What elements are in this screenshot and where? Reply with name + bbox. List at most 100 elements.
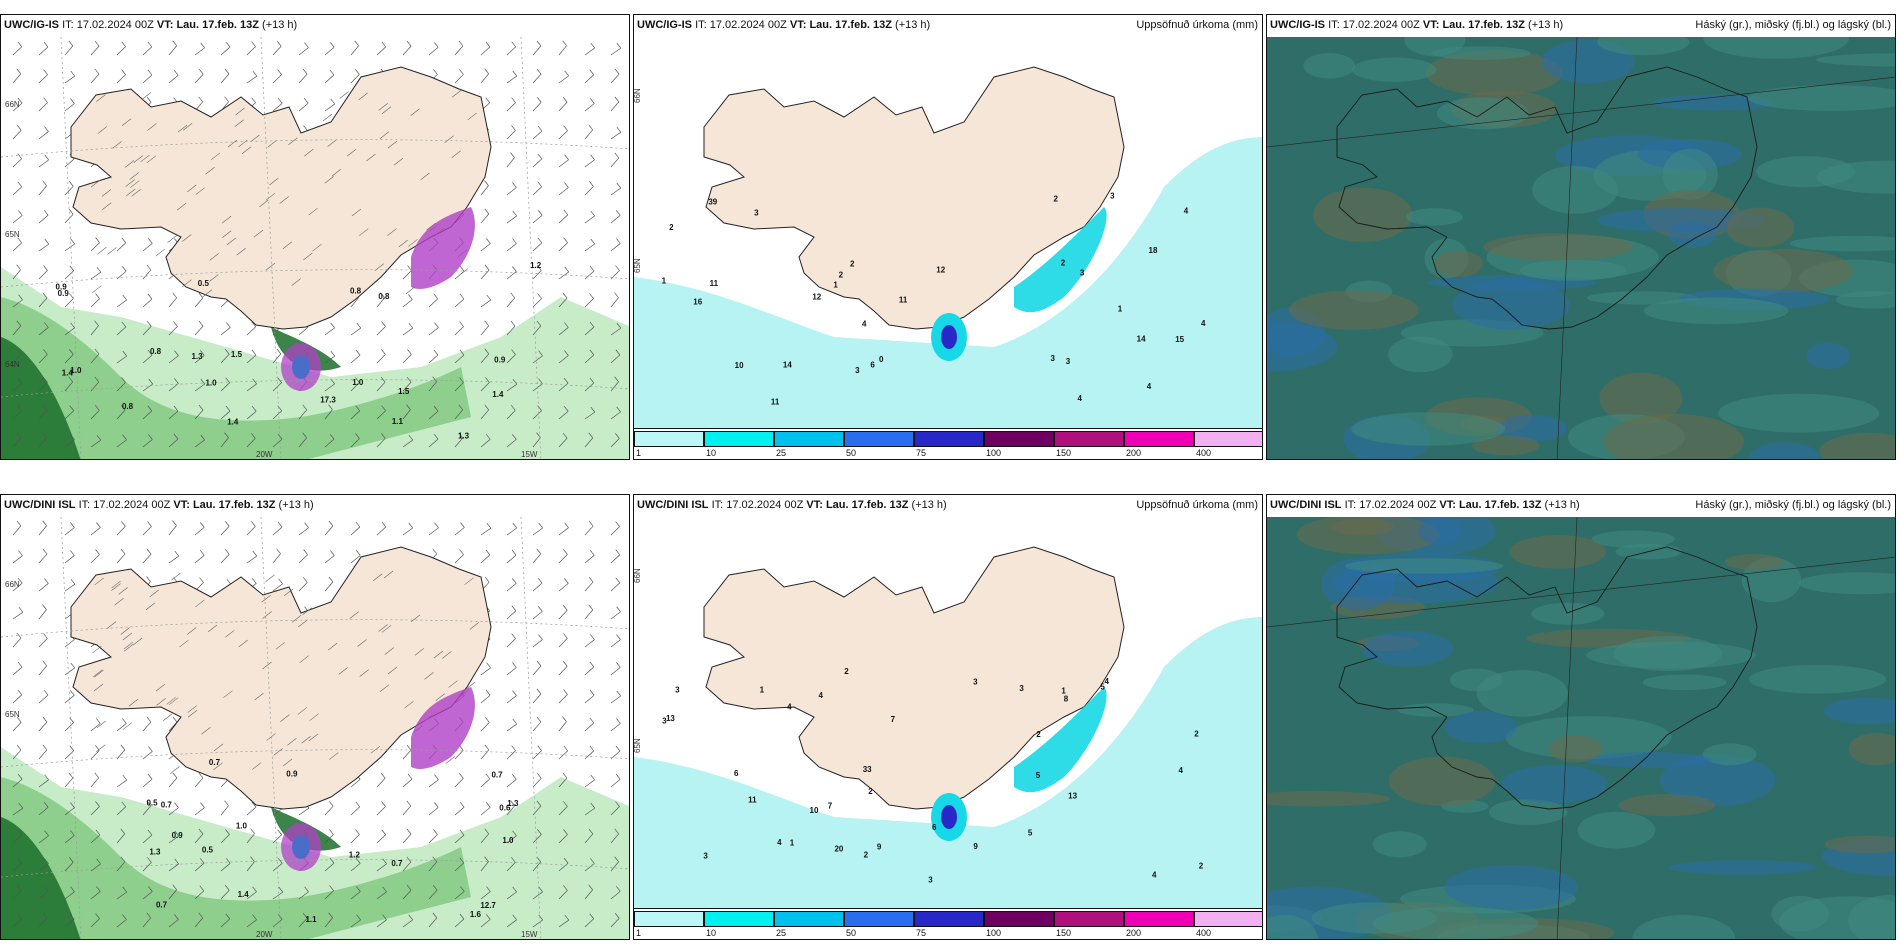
model-name: UWC/IG-IS	[4, 19, 59, 31]
precip-light	[634, 137, 1262, 431]
precip-value-label: 14	[783, 361, 792, 370]
map-panel-cloud: UWC/IG-IS IT: 17.02.2024 00Z VT: Lau. 17…	[1266, 14, 1896, 460]
valid-time-label: VT:	[1439, 499, 1456, 511]
init-time-label: IT:	[695, 19, 707, 31]
lead-time-offset: (+13 h)	[895, 19, 931, 31]
lead-time-offset: (+13 h)	[262, 19, 298, 31]
precip-value-label: 13	[666, 714, 675, 723]
precip-value-label: 0.9	[286, 770, 298, 779]
precip-value-label: 2	[1194, 730, 1199, 739]
panel-header: UWC/DINI ISL IT: 17.02.2024 00Z VT: Lau.…	[1267, 495, 1895, 517]
precip-value-label: 3	[973, 678, 978, 687]
legend-tick-label: 25	[776, 928, 787, 938]
axis-label: 65N	[5, 230, 20, 239]
precip-value-label: 11	[771, 398, 780, 407]
precip-value-label: 3	[1110, 192, 1115, 201]
precip-heavy	[941, 805, 957, 829]
precip-value-label: 0	[879, 355, 884, 364]
panel-header: UWC/IG-IS IT: 17.02.2024 00Z VT: Lau. 17…	[634, 15, 1262, 37]
precip-value-label: 4	[1201, 319, 1206, 328]
precip-value-label: 1.0	[205, 378, 217, 387]
precip-value-label: 11	[748, 795, 757, 804]
axis-label: 64N	[5, 360, 20, 369]
precip-value-label: 1	[760, 686, 765, 695]
legend-swatch	[844, 911, 914, 927]
precip-value-label: 0.7	[209, 758, 221, 767]
precip-value-label: 3	[754, 208, 759, 217]
map-panel-precip: UWC/IG-IS IT: 17.02.2024 00Z VT: Lau. 17…	[633, 14, 1263, 460]
init-time-value: 17.02.2024 00Z	[726, 499, 804, 511]
precip-value-label: 0.9	[172, 831, 184, 840]
iceland-outline	[1336, 66, 1758, 330]
precip-value-label: 0.9	[58, 289, 70, 298]
precip-value-label: 3	[928, 875, 933, 884]
precip-value-label: 3	[855, 366, 860, 375]
precip-value-label: 4	[1147, 382, 1152, 391]
axis-label: 15W	[521, 450, 538, 459]
color-scale-legend: 1 10 25 50 75 100 150 200 400	[634, 908, 1262, 939]
wind-barbs-land	[90, 90, 477, 297]
iceland-land	[70, 66, 492, 330]
precip-value-label: 4	[1152, 870, 1157, 879]
precip-value-label: 0.7	[391, 859, 403, 868]
heavy-precip-core	[292, 835, 310, 859]
legend-swatch	[1194, 431, 1262, 447]
precip-value-label: 4	[1184, 207, 1189, 216]
legend-swatch	[634, 911, 704, 927]
precip-value-label: 1	[1061, 686, 1066, 695]
precip-moderate	[1014, 687, 1107, 793]
precip-value-label: 39	[708, 198, 717, 207]
valid-time-value: Lau. 17.feb. 13Z	[825, 499, 909, 511]
map-canvas: 20W 15W 66N 65N 64N 0.5 0.8 0.9 1.0 1.3 1.4 1.3 1.5 0…	[1, 37, 629, 459]
axis-label: 65N	[5, 710, 20, 719]
init-time-label: IT:	[1328, 19, 1340, 31]
legend-tick-label: 50	[846, 928, 857, 938]
precip-value-label: 1.2	[349, 850, 361, 859]
precip-value-label: 1.5	[231, 350, 243, 359]
precip-value-label: 4	[1104, 677, 1109, 686]
precip-value-label: 4	[1077, 394, 1082, 403]
precip-value-label: 4	[862, 320, 867, 329]
legend-swatch	[1054, 911, 1124, 927]
precip-value-label: 1.2	[530, 261, 542, 270]
panel-header: UWC/DINI ISL IT: 17.02.2024 00Z VT: Lau.…	[634, 495, 1262, 517]
precip-shading-mid	[1, 777, 471, 939]
precip-value-label: 4	[777, 838, 782, 847]
precip-value-label: 17.3	[320, 395, 336, 404]
legend-tick-label: 150	[1056, 928, 1072, 938]
model-name: UWC/DINI ISL	[637, 499, 709, 511]
precip-value-label: 6	[734, 769, 739, 778]
legend-swatch	[774, 431, 844, 447]
iceland-outline	[1336, 546, 1758, 810]
precip-value-label: 1	[662, 276, 667, 285]
precip-value-label: 1.4	[227, 417, 239, 426]
precip-value-label: 3	[1066, 357, 1071, 366]
precip-value-label: 0.7	[161, 801, 173, 810]
precip-value-label: 11	[899, 295, 908, 304]
valid-time-label: VT:	[1422, 19, 1440, 31]
precip-value-label: 3	[675, 685, 680, 694]
precip-value-label: 3	[703, 851, 708, 860]
lead-time-offset: (+13 h)	[1528, 19, 1564, 31]
legend-tick-label: 75	[916, 448, 927, 458]
precip-value-label: 20	[834, 844, 843, 853]
lead-time-offset: (+13 h)	[278, 499, 314, 511]
precip-value-label: 0.8	[150, 347, 162, 356]
model-name: UWC/IG-IS	[1270, 19, 1325, 31]
precip-value-label: 2	[850, 260, 855, 269]
iceland-land	[703, 546, 1125, 810]
precip-value-label: 14	[1137, 334, 1146, 343]
cloud-layers	[1267, 37, 1895, 459]
field-title: Uppsöfnuð úrkoma (mm)	[1136, 19, 1258, 31]
lead-time-offset: (+13 h)	[911, 499, 947, 511]
precip-value-label: 1.1	[392, 417, 404, 426]
precip-value-label: 1.4	[62, 369, 74, 378]
panel-header: UWC/DINI ISL IT: 17.02.2024 00Z VT: Lau.…	[1, 495, 629, 517]
legend-tick-label: 200	[1126, 928, 1142, 938]
precip-value-label: 11	[710, 279, 719, 288]
model-name: UWC/DINI ISL	[4, 499, 76, 511]
valid-time-value: Lau. 17.feb. 13Z	[192, 499, 276, 511]
field-title: Háský (gr.), miðský (fj.bl.) og lágský (…	[1695, 19, 1891, 31]
valid-time-value: Lau. 17.feb. 13Z	[1458, 499, 1542, 511]
legend-swatch	[844, 431, 914, 447]
